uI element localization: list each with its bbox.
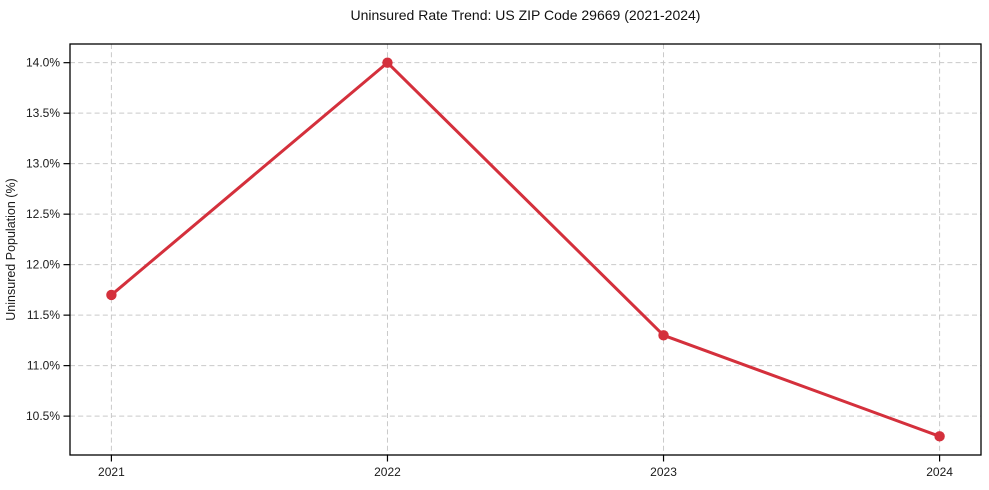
x-tick-label: 2024 — [926, 465, 953, 479]
x-tick-label: 2021 — [98, 465, 125, 479]
data-point — [658, 330, 669, 341]
y-tick-label: 11.5% — [27, 308, 60, 322]
y-tick-label: 10.5% — [26, 409, 60, 423]
chart-title: Uninsured Rate Trend: US ZIP Code 29669 … — [351, 7, 701, 23]
y-tick-label: 12.5% — [26, 207, 60, 221]
data-point — [934, 431, 945, 442]
axes: 10.5% 11.0% 11.5% 12.0% 12.5% 13.0% 13.5% 14.0%… — [26, 43, 982, 479]
x-tick-label: 2022 — [374, 465, 401, 479]
plot-frame — [69, 43, 982, 456]
y-tick-label: 12.0% — [26, 258, 60, 272]
series-line — [109, 61, 942, 438]
y-tick-label: 14.0% — [26, 56, 60, 70]
y-tick-label: 13.5% — [26, 106, 60, 120]
y-tick-label: 13.0% — [26, 157, 60, 171]
data-point — [382, 57, 393, 68]
gridlines — [70, 44, 981, 455]
y-tick-label: 11.0% — [27, 359, 60, 373]
data-point — [106, 289, 117, 301]
data-series — [106, 57, 945, 442]
x-tick-label: 2023 — [650, 465, 677, 479]
y-axis-label: Uninsured Population (%) — [4, 178, 18, 320]
